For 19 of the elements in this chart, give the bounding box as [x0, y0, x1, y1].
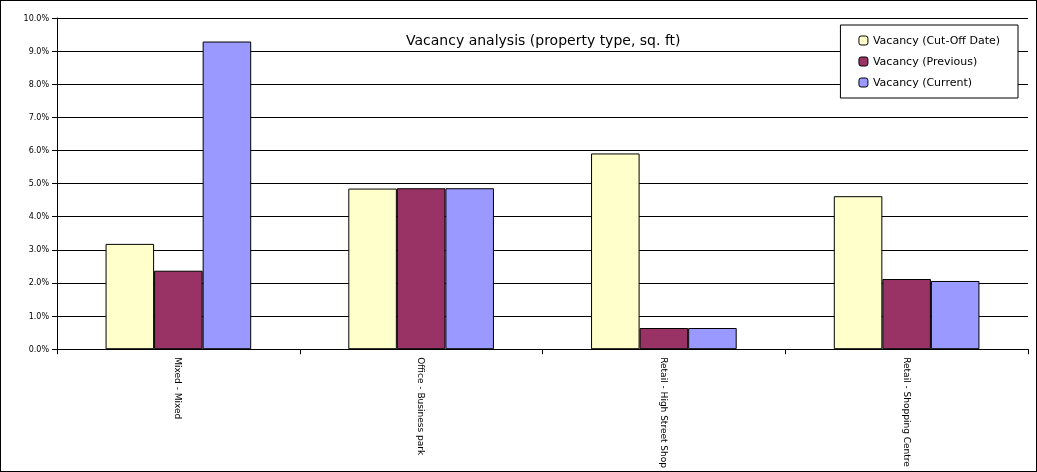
y-tick-label: 7.0%	[28, 112, 50, 122]
x-tick-label: Mixed - Mixed	[173, 357, 184, 420]
text: Vacancy analysis (property type, sq. ft)	[406, 32, 681, 48]
x-tick-label: Retail - Shopping Centre	[901, 357, 912, 468]
x-tick-label: Office - Business park	[416, 357, 427, 456]
legend-label: Vacancy (Current)	[872, 76, 973, 89]
y-tick-label: 9.0%	[28, 46, 50, 56]
y-tick-label: 0.0%	[28, 344, 50, 354]
y-tick-label: 5.0%	[28, 179, 50, 189]
legend-label: Vacancy (Cut-Off Date)	[872, 34, 1000, 47]
y-tick-label: 4.0%	[28, 212, 50, 222]
y-tick-label: 1.0%	[28, 311, 50, 321]
y-tick-label: 2.0%	[28, 278, 50, 288]
legend-label: Vacancy (Previous)	[872, 55, 978, 68]
x-tick-label: Retail - High Street Shop	[658, 357, 669, 469]
y-tick-label: 6.0%	[28, 145, 50, 155]
y-tick-label: 10.0%	[23, 13, 50, 23]
y-tick-label: 3.0%	[28, 245, 50, 255]
y-tick-label: 8.0%	[28, 79, 50, 89]
